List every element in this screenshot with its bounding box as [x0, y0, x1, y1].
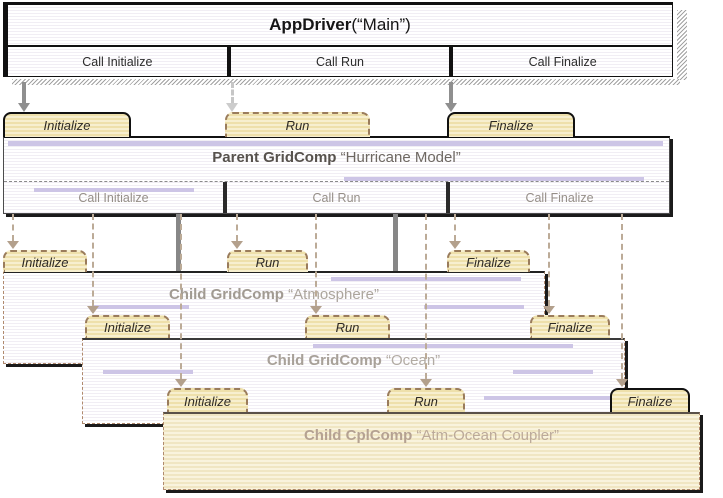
ocean-title-prefix: Child	[266, 352, 309, 369]
connector-line	[454, 214, 456, 241]
divider	[449, 47, 454, 77]
coupler-title-bold: CplComp	[345, 427, 413, 444]
appdriver-call-initialize: Call Initialize	[82, 55, 153, 69]
arrow-down-icon	[226, 103, 238, 112]
atmosphere-title-bold: GridComp	[210, 286, 284, 303]
parent-title-name: “Hurricane Model”	[336, 149, 461, 166]
parent-call-finalize: Call Finalize	[525, 190, 594, 205]
atmosphere-title: Child GridComp “Atmosphere”	[4, 286, 544, 303]
connector-line	[180, 214, 182, 379]
atmosphere-title-prefix: Child	[168, 286, 211, 303]
coupler-cplcomp-box: Child CplComp “Atm-Ocean Coupler”	[163, 396, 700, 490]
connector-line	[236, 214, 238, 241]
arrow-down-icon	[420, 379, 432, 387]
parent-tab-finalize: Finalize	[447, 112, 575, 137]
accent-bar	[424, 305, 524, 309]
arrow-initialize-line	[22, 82, 26, 103]
connector-line	[176, 214, 181, 271]
connector-line	[12, 214, 14, 241]
accent-bar	[8, 141, 663, 146]
parent-title-prefix: Parent	[212, 149, 264, 166]
parent-tab-initialize: Initialize	[3, 112, 131, 137]
arrow-down-icon	[87, 306, 99, 314]
appdriver-title-rest: (“Main”)	[351, 15, 411, 34]
appdriver-title: AppDriver (“Main”)	[8, 5, 672, 47]
appdriver-call-run: Call Run	[316, 55, 364, 69]
appdriver-title-bold: AppDriver	[269, 15, 352, 34]
appdriver-call-finalize: Call Finalize	[528, 55, 597, 69]
appdriver-call-row: Call Initialize Call Run Call Finalize	[8, 47, 672, 77]
connector-line	[393, 214, 398, 271]
parent-title-bold: GridComp	[263, 149, 337, 166]
divider	[223, 182, 227, 213]
ocean-tab-run: Run	[305, 315, 390, 338]
accent-bar	[94, 305, 189, 309]
atmosphere-title-name: “Atmosphere”	[283, 286, 380, 303]
ocean-tab-finalize: Finalize	[530, 315, 610, 338]
ocean-tab-initialize: Initialize	[85, 315, 170, 338]
arrow-down-icon	[445, 103, 457, 112]
arrow-down-icon	[310, 306, 322, 314]
appdriver-shadow-bottom	[12, 79, 680, 85]
parent-call-initialize: Call Initialize	[78, 190, 149, 205]
arrow-down-icon	[7, 241, 19, 249]
divider	[226, 47, 231, 77]
coupler-title-name: “Atm-Ocean Coupler”	[412, 427, 560, 444]
parent-call-row: Call Initialize Call Run Call Finalize	[4, 181, 669, 213]
connector-line	[425, 214, 427, 379]
coupler-tab-run: Run	[387, 388, 465, 412]
appdriver-shadow-right	[677, 10, 687, 80]
accent-bar	[103, 370, 193, 374]
accent-bar	[34, 188, 194, 192]
arrow-down-icon	[18, 103, 30, 112]
coupler-tab-initialize: Initialize	[167, 388, 248, 412]
ocean-title-name: “Ocean”	[381, 352, 441, 369]
connector-line	[315, 214, 317, 306]
coupler-title-prefix: Child	[303, 427, 346, 444]
arrow-down-icon	[231, 241, 243, 249]
arrow-run-line	[231, 82, 234, 103]
arrow-down-icon	[616, 379, 628, 387]
connector-line	[92, 214, 94, 306]
connector-line	[548, 214, 550, 306]
accent-bar	[313, 344, 573, 348]
divider	[446, 182, 450, 213]
atmosphere-tab-finalize: Finalize	[447, 250, 530, 272]
parent-title: Parent GridComp “Hurricane Model”	[4, 149, 669, 166]
arrow-down-icon	[175, 379, 187, 387]
arrow-down-icon	[543, 306, 555, 314]
ocean-title-bold: GridComp	[308, 352, 382, 369]
arrow-down-icon	[449, 241, 461, 249]
coupler-title: Child CplComp “Atm-Ocean Coupler”	[164, 427, 699, 444]
accent-bar	[344, 177, 644, 181]
parent-call-run: Call Run	[312, 190, 361, 205]
atmosphere-tab-initialize: Initialize	[3, 250, 87, 272]
ocean-title: Child GridComp “Ocean”	[83, 352, 624, 369]
coupler-tab-finalize: Finalize	[610, 388, 690, 412]
parent-tab-run: Run	[225, 112, 370, 137]
parent-gridcomp-box: Parent GridComp “Hurricane Model” Call I…	[3, 136, 670, 214]
appdriver-box: AppDriver (“Main”) Call Initialize Call …	[3, 2, 673, 77]
atmosphere-tab-run: Run	[227, 250, 308, 272]
connector-line	[621, 214, 623, 379]
accent-bar	[513, 370, 593, 374]
arrow-finalize-line	[449, 82, 453, 103]
accent-bar	[484, 396, 664, 400]
